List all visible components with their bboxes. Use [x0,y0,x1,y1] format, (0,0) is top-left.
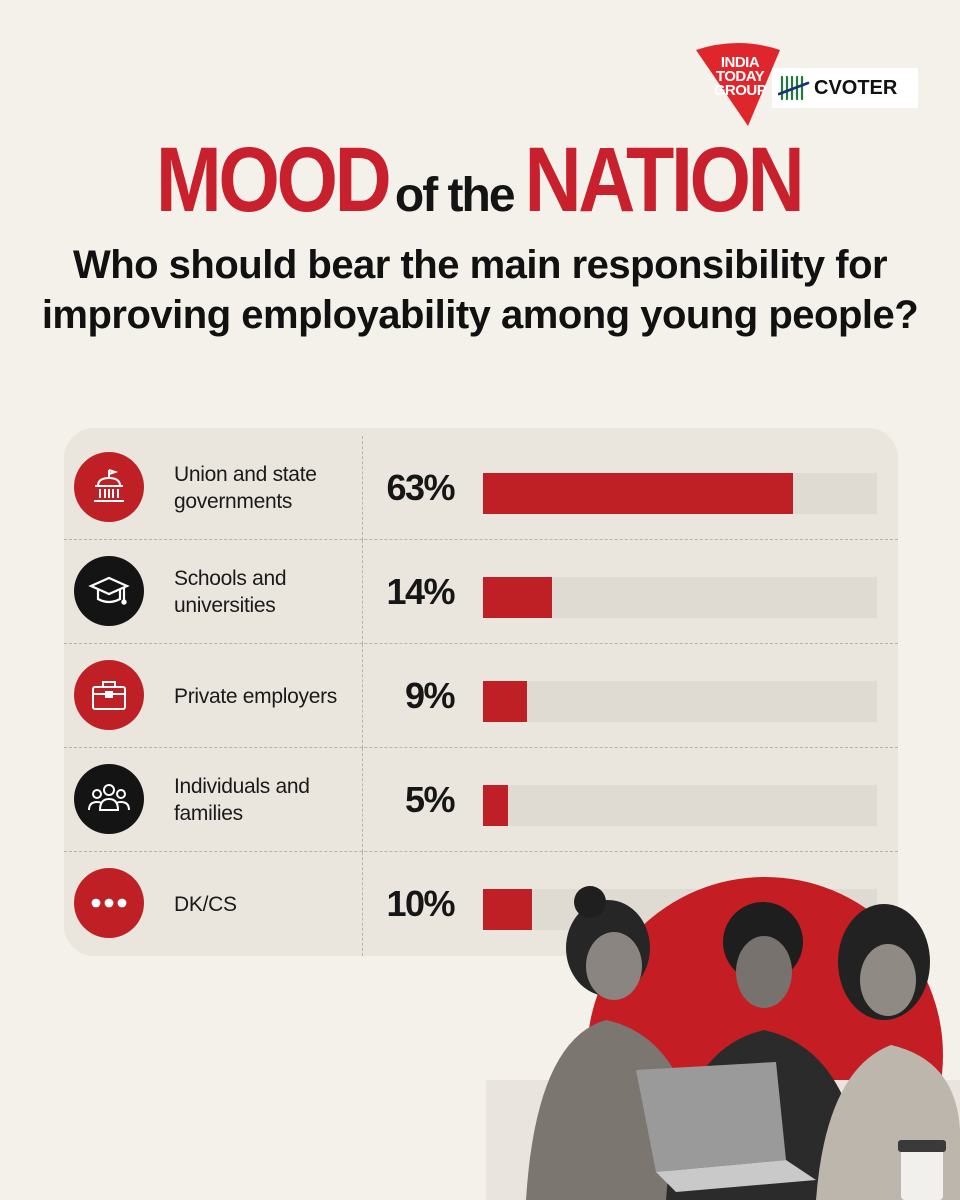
headline: MOOD of the NATION [0,128,960,231]
bar-track [483,473,877,514]
headline-mood: MOOD [155,129,392,231]
bar [483,473,793,514]
cvoter-tally-icon [778,75,810,101]
value-label: 9% [404,675,456,716]
column-divider [362,748,363,852]
category-label: Union and state governments [174,463,317,513]
bar [483,681,527,722]
india-today-group-logo-text: INDIA TODAY GROUP [713,54,767,99]
chart-row: Private employers 9% [64,644,898,748]
bar [483,889,532,930]
government-building-icon [74,452,144,522]
students-photo [486,877,960,1200]
category-label: DK/CS [174,892,237,916]
headline-of-the: of the [394,169,516,222]
column-divider [362,644,363,748]
row-separator [64,747,898,748]
bar-track [483,681,877,722]
value-label: 14% [386,571,455,612]
category-label: Private employers [174,684,337,708]
bar-track [483,785,877,826]
row-separator [64,539,898,540]
chart-row: Schools and universities 14% [64,540,898,644]
survey-question: Who should bear the main responsibility … [41,243,919,337]
value-label: 5% [404,779,456,820]
chart-panel: Union and state governments 63% Schools an… [64,428,898,956]
briefcase-icon [74,660,144,730]
cvoter-logo: CVOTER [772,68,918,108]
more-dots-icon [74,868,144,938]
value-label: 63% [386,467,455,508]
headline-nation: NATION [524,129,804,231]
category-label: Individuals and families [174,775,310,825]
bar [483,785,508,826]
category-label: Schools and universities [174,567,287,617]
bar [483,577,552,618]
people-group-icon [74,764,144,834]
row-separator [64,851,898,852]
column-divider [362,852,363,956]
column-divider [362,540,363,644]
bar-track [483,577,877,618]
chart-row: Individuals and families 5% [64,748,898,852]
india-today-group-logo: INDIA TODAY GROUP [692,42,784,128]
column-divider [362,436,363,540]
row-separator [64,643,898,644]
graduation-cap-icon [74,556,144,626]
chart-row: Union and state governments 63% [64,436,898,540]
logo-area: INDIA TODAY GROUP CVOTER [692,42,918,128]
cvoter-logo-text: CVOTER [814,76,898,99]
value-label: 10% [386,883,455,924]
